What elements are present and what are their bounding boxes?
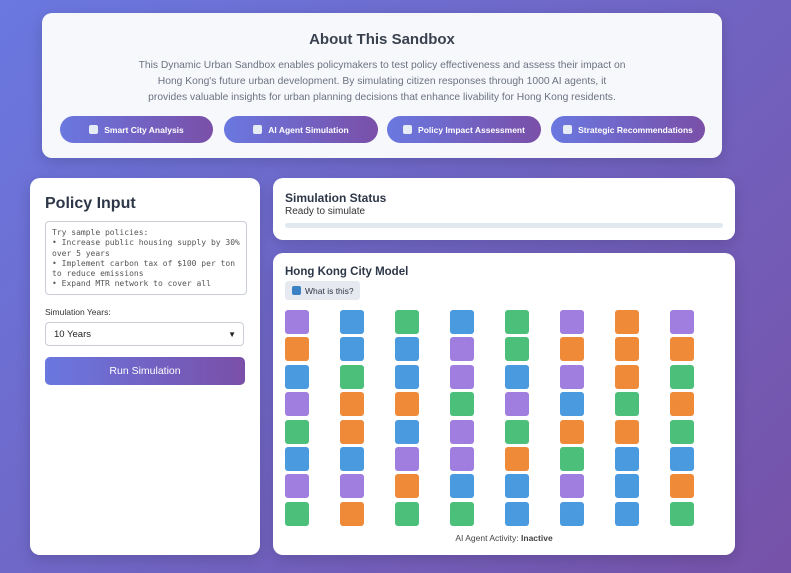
feature-label: Strategic Recommendations <box>578 124 693 135</box>
agent-cell <box>505 419 529 444</box>
agent-cell <box>505 364 529 389</box>
agent-cell <box>560 337 584 362</box>
agent-cell <box>670 474 694 499</box>
agent-cell <box>285 419 309 444</box>
agent-cell <box>615 392 639 417</box>
agent-cell <box>340 501 364 526</box>
agent-cell <box>340 364 364 389</box>
about-title: About This Sandbox <box>309 31 455 48</box>
agent-cell <box>615 501 639 526</box>
agent-cell <box>395 474 419 499</box>
agent-cell <box>560 392 584 417</box>
agent-cell <box>560 447 584 471</box>
agent-cell <box>560 310 584 334</box>
agent-cell <box>340 447 364 471</box>
agent-cell <box>450 364 474 389</box>
agent-cell <box>395 364 419 389</box>
agent-cell <box>670 447 694 471</box>
agent-cell <box>285 501 309 526</box>
agent-cell <box>450 501 474 526</box>
agent-cell <box>340 337 364 362</box>
agent-cell <box>395 337 419 362</box>
agent-cell <box>340 392 364 417</box>
agent-cell <box>615 474 639 499</box>
agent-cell <box>505 447 529 471</box>
activity-line: AI Agent Activity: Inactive <box>273 533 735 543</box>
activity-value: Inactive <box>521 533 553 543</box>
city-title: Hong Kong City Model <box>285 266 409 278</box>
agent-cell <box>505 310 529 334</box>
agent-cell <box>395 501 419 526</box>
agent-cell <box>670 419 694 444</box>
agent-cell <box>340 419 364 444</box>
agent-cell <box>560 501 584 526</box>
agent-cell <box>615 337 639 362</box>
years-select[interactable]: 10 Years ▼ <box>45 322 244 346</box>
agent-cell <box>450 392 474 417</box>
about-description: This Dynamic Urban Sandbox enables polic… <box>138 60 626 103</box>
feature-button[interactable]: Smart City Analysis <box>60 116 213 143</box>
status-title: Simulation Status <box>285 191 387 205</box>
policy-title: Policy Input <box>45 195 136 212</box>
agent-cell <box>285 447 309 471</box>
agent-cell <box>670 337 694 362</box>
agent-cell <box>615 310 639 334</box>
agent-cell <box>450 337 474 362</box>
progress-bar <box>285 223 723 228</box>
status-text: Ready to simulate <box>285 206 366 217</box>
about-card: About This Sandbox This Dynamic Urban Sa… <box>42 13 722 158</box>
activity-label: AI Agent Activity: <box>455 533 519 543</box>
help-button[interactable]: What is this? <box>285 281 360 300</box>
agent-cell <box>560 364 584 389</box>
help-label: What is this? <box>305 285 354 296</box>
agent-cell <box>670 364 694 389</box>
agent-cell <box>395 310 419 334</box>
agent-cell <box>615 419 639 444</box>
agent-cell <box>670 501 694 526</box>
agent-cell <box>670 392 694 417</box>
agent-cell <box>395 392 419 417</box>
agent-cell <box>285 474 309 499</box>
agent-cell <box>285 364 309 389</box>
years-value: 10 Years <box>54 329 91 340</box>
feature-label: Policy Impact Assessment <box>418 124 525 135</box>
agent-cell <box>395 447 419 471</box>
feature-label: Smart City Analysis <box>104 124 184 135</box>
agent-cell <box>450 447 474 471</box>
feature-button[interactable]: Policy Impact Assessment <box>387 116 541 143</box>
run-button[interactable]: Run Simulation <box>45 357 245 385</box>
agent-cell <box>505 392 529 417</box>
agent-cell <box>450 474 474 499</box>
feature-button[interactable]: AI Agent Simulation <box>224 116 378 143</box>
agent-cell <box>505 501 529 526</box>
agent-cell <box>560 419 584 444</box>
agent-cell <box>505 474 529 499</box>
agent-cell <box>395 419 419 444</box>
agent-cell <box>285 392 309 417</box>
agent-cell <box>615 364 639 389</box>
agent-cell <box>450 310 474 334</box>
agent-cell <box>340 474 364 499</box>
agent-cell <box>285 310 309 334</box>
policy-textarea[interactable]: Try sample policies: • Increase public h… <box>45 221 247 295</box>
agent-cell <box>450 419 474 444</box>
city-card: Hong Kong City Model What is this? AI Ag… <box>273 253 735 555</box>
feature-button[interactable]: Strategic Recommendations <box>551 116 705 143</box>
agent-cell <box>670 310 694 334</box>
agent-cell <box>285 337 309 362</box>
agent-cell <box>615 447 639 471</box>
agent-cell <box>560 474 584 499</box>
feature-label: AI Agent Simulation <box>268 124 349 135</box>
years-label: Simulation Years: <box>45 307 111 317</box>
status-card: Simulation Status Ready to simulate <box>273 178 735 240</box>
policy-card: Policy Input Try sample policies: • Incr… <box>30 178 260 555</box>
agent-cell <box>505 337 529 362</box>
agent-cell <box>340 310 364 334</box>
